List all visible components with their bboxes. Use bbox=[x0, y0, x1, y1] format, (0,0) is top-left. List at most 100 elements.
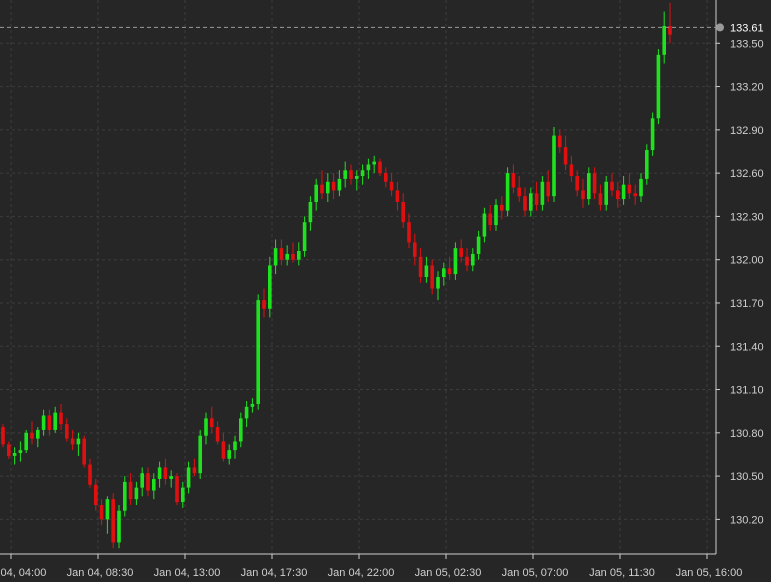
candle-body bbox=[337, 178, 342, 191]
candle bbox=[395, 181, 400, 211]
candle bbox=[650, 112, 655, 156]
candle bbox=[401, 193, 405, 228]
y-tick-label: 132.60 bbox=[730, 168, 764, 180]
candle bbox=[540, 176, 545, 211]
candle bbox=[82, 435, 86, 468]
y-tick-label: 130.50 bbox=[730, 471, 764, 483]
candle-body bbox=[76, 438, 81, 445]
candle bbox=[505, 167, 510, 217]
candle-body bbox=[476, 236, 481, 254]
last-price-marker bbox=[716, 23, 724, 32]
candle-body bbox=[7, 444, 11, 456]
candle bbox=[175, 473, 179, 505]
candle bbox=[233, 435, 237, 459]
candle bbox=[30, 421, 34, 445]
candle bbox=[424, 256, 429, 283]
candle bbox=[140, 467, 144, 497]
candle-body bbox=[459, 248, 463, 257]
candle-body bbox=[482, 213, 487, 237]
x-tick-label: Jan 05, 02:30 bbox=[415, 567, 482, 579]
candle bbox=[436, 271, 440, 301]
candle-body bbox=[82, 438, 86, 465]
candle-body bbox=[198, 435, 202, 474]
last-price-label: 133.61 bbox=[730, 22, 764, 34]
candle bbox=[413, 233, 417, 266]
candle bbox=[581, 178, 585, 208]
y-axis-labels: 133.50 133.20 132.90 132.60 132.30 132.00 131.… bbox=[730, 38, 764, 526]
candle bbox=[41, 409, 46, 436]
candle bbox=[244, 401, 249, 428]
candle-body bbox=[12, 453, 17, 456]
candle bbox=[494, 199, 498, 231]
candle bbox=[331, 173, 336, 200]
candle bbox=[12, 447, 17, 465]
candle bbox=[662, 11, 666, 64]
candle-body bbox=[529, 193, 533, 211]
candle-body bbox=[262, 300, 266, 309]
candle-body bbox=[523, 196, 527, 211]
candle bbox=[7, 441, 11, 459]
candle bbox=[123, 476, 127, 517]
candle bbox=[349, 164, 353, 185]
candle bbox=[627, 173, 632, 200]
candle bbox=[587, 167, 591, 205]
candle bbox=[442, 262, 446, 286]
candle bbox=[511, 164, 516, 194]
candle-body bbox=[668, 25, 672, 35]
candle bbox=[343, 161, 347, 188]
candle-body bbox=[210, 418, 214, 428]
candle-body bbox=[326, 181, 330, 194]
candle-body bbox=[140, 473, 144, 488]
candle bbox=[372, 155, 376, 174]
candle bbox=[227, 444, 231, 465]
candle-body bbox=[186, 467, 191, 488]
x-tick-label: Jan 04, 22:00 bbox=[328, 567, 395, 579]
candle-body bbox=[418, 256, 423, 277]
candle bbox=[53, 406, 57, 433]
candle-body bbox=[41, 415, 46, 430]
candle-body bbox=[308, 201, 313, 223]
candle-body bbox=[30, 432, 34, 439]
candle-body bbox=[453, 248, 458, 275]
candle bbox=[186, 461, 191, 494]
candle-body bbox=[291, 253, 295, 260]
candle-body bbox=[192, 467, 197, 474]
candle-body bbox=[65, 424, 69, 439]
candle bbox=[59, 403, 63, 430]
candle-body bbox=[500, 204, 504, 211]
candle bbox=[221, 432, 226, 462]
candle-body bbox=[563, 147, 568, 165]
candle-body bbox=[297, 251, 301, 260]
candle-body bbox=[465, 256, 469, 266]
candle bbox=[297, 242, 301, 266]
candle bbox=[471, 248, 475, 272]
candle bbox=[47, 409, 52, 436]
candle-body bbox=[517, 187, 521, 197]
candle bbox=[163, 458, 168, 485]
candle-body bbox=[645, 150, 649, 179]
candle-body bbox=[546, 181, 550, 197]
x-tick-label: Jan 04, 17:30 bbox=[241, 567, 308, 579]
candle-body bbox=[540, 181, 545, 205]
candle-body bbox=[442, 268, 446, 277]
candle-body bbox=[163, 467, 168, 479]
candle bbox=[482, 207, 487, 243]
candle bbox=[355, 170, 359, 191]
candle-body bbox=[59, 412, 63, 425]
candle-body bbox=[134, 487, 139, 500]
candle bbox=[558, 129, 562, 153]
candle-body bbox=[181, 487, 185, 503]
candle bbox=[268, 256, 272, 318]
candle bbox=[360, 164, 365, 185]
candle-body bbox=[24, 432, 28, 451]
candle bbox=[146, 467, 150, 497]
candle-body bbox=[47, 415, 52, 430]
candle-body bbox=[447, 268, 452, 275]
candle bbox=[320, 170, 324, 200]
candle-body bbox=[175, 476, 179, 503]
candle-body bbox=[378, 161, 382, 174]
candle bbox=[314, 178, 318, 211]
y-tick-label: 131.40 bbox=[730, 341, 764, 353]
candle bbox=[273, 239, 278, 275]
